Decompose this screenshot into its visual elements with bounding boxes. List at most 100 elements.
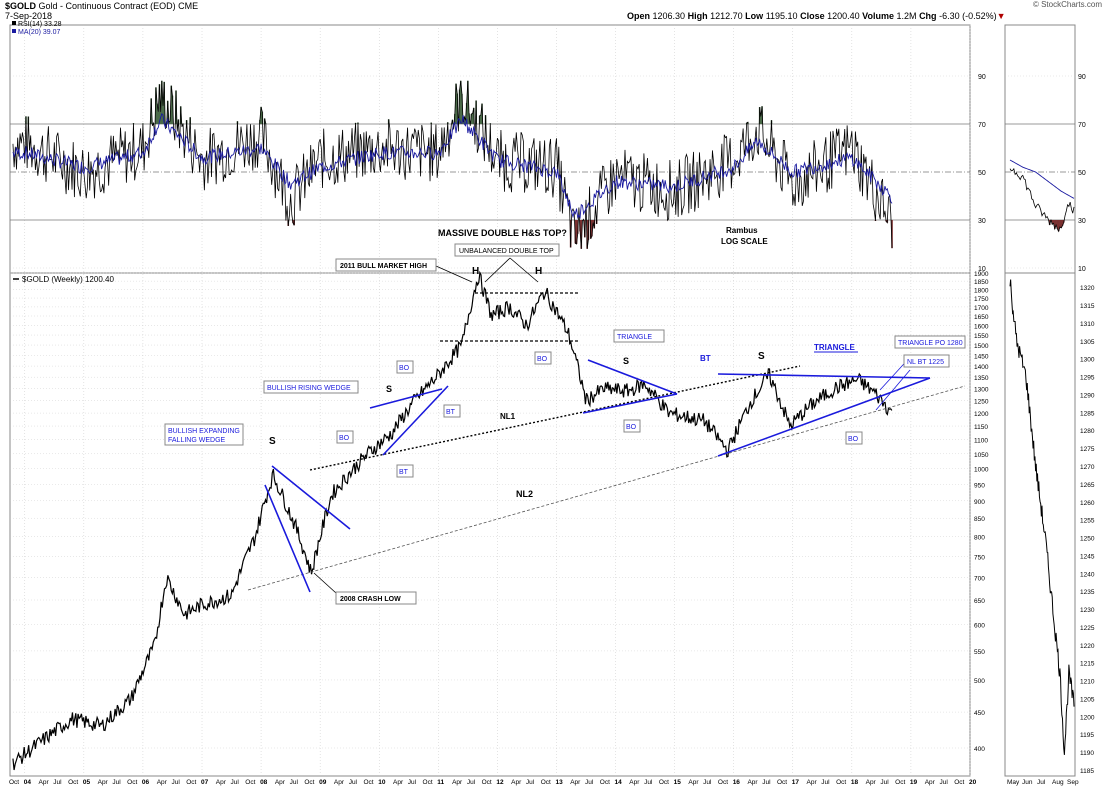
inset-price-tick-label: 1225 xyxy=(1080,625,1095,632)
bt-label-1: BT xyxy=(446,409,456,416)
crash-low-box xyxy=(335,591,417,605)
time-tick-label: 14 xyxy=(615,779,623,786)
nlbt-box xyxy=(903,354,950,368)
price-tick-label: 1100 xyxy=(974,438,988,445)
time-tick-label: Jul xyxy=(703,779,712,786)
time-tick-label: Apr xyxy=(925,779,936,786)
price-tick-label: 1200 xyxy=(974,411,989,418)
price-tick-label: 750 xyxy=(974,554,985,561)
time-tick-label: Jul xyxy=(349,779,358,786)
price-tick-label: 650 xyxy=(974,598,985,605)
time-tick-label: 10 xyxy=(378,779,386,786)
inset-price-tick-label: 1315 xyxy=(1080,303,1095,310)
triangle-text-1: TRIANGLE xyxy=(617,334,652,341)
rsi-tick-label: 70 xyxy=(978,122,986,129)
time-tick-label: Jul xyxy=(408,779,417,786)
bull-high-box xyxy=(335,258,437,272)
low-value: 1195.10 xyxy=(765,11,798,21)
time-tick-label: Apr xyxy=(98,779,109,786)
ma-legend-swatch xyxy=(12,29,16,33)
time-tick-label: Apr xyxy=(688,779,699,786)
triangle1-lower xyxy=(582,393,678,414)
price-layer: 1900185018001750170016501600155015001450… xyxy=(9,270,989,786)
price-legend: $GOLD (Weekly) 1200.40 xyxy=(13,275,114,284)
inset-rsi-tick-label: 10 xyxy=(1078,266,1086,273)
bt-label-3: BT xyxy=(700,354,711,363)
time-tick-label: Jul xyxy=(939,779,948,786)
price-tick-label: 850 xyxy=(974,516,985,523)
shoulder-left-label: S xyxy=(269,436,276,447)
time-tick-label: Apr xyxy=(747,779,758,786)
nlbt-pointer xyxy=(875,369,911,411)
time-tick-label: Apr xyxy=(511,779,522,786)
time-tick-label: Oct xyxy=(954,779,964,786)
nl1-label: NL1 xyxy=(500,412,516,421)
time-tick-label: 15 xyxy=(674,779,682,786)
expanding-wedge-lower xyxy=(264,484,311,593)
time-tick-label: Jul xyxy=(585,779,594,786)
shoulder-mid-label: S xyxy=(386,384,392,394)
inset-price-tick-label: 1320 xyxy=(1080,285,1095,292)
grid-layer xyxy=(10,25,971,776)
inset-rsi-line xyxy=(1009,167,1075,233)
time-tick-label: 11 xyxy=(437,779,444,786)
inset-price-tick-label: 1310 xyxy=(1080,321,1095,328)
time-tick-label: 05 xyxy=(83,779,91,786)
price-tick-label: 1750 xyxy=(974,296,989,303)
volume-value: 1.2M xyxy=(896,11,917,21)
time-tick-label: Oct xyxy=(9,779,19,786)
rsi-ma-line xyxy=(12,113,893,220)
time-tick-label: Oct xyxy=(127,779,137,786)
time-tick-label: 17 xyxy=(792,779,800,786)
bo-label-2: BO xyxy=(399,365,410,372)
inset-price-tick-label: 1190 xyxy=(1080,750,1094,757)
inset-price-tick-label: 1265 xyxy=(1080,482,1095,489)
low-label: Low xyxy=(745,11,764,21)
head-left-label: H xyxy=(472,266,479,277)
double-top-text: UNBALANCED DOUBLE TOP xyxy=(459,248,554,255)
rambus-label: Rambus xyxy=(726,226,758,235)
inset-price-tick-label: 1255 xyxy=(1080,518,1095,525)
bo-box-4 xyxy=(623,419,641,433)
time-tick-label: Jul xyxy=(644,779,653,786)
double-top-pointer-1 xyxy=(484,257,511,283)
time-tick-label: Oct xyxy=(68,779,78,786)
time-tick-label: Oct xyxy=(895,779,905,786)
inset-rsi-tick-label: 30 xyxy=(1078,218,1086,225)
inset-rsi-ma-line xyxy=(1009,159,1075,199)
time-tick-label: Oct xyxy=(423,779,433,786)
crash-low-pointer xyxy=(313,572,337,594)
nl1-neckline xyxy=(309,365,801,471)
time-tick-label: Apr xyxy=(157,779,168,786)
time-tick-label: Jul xyxy=(53,779,62,786)
price-tick-label: 1000 xyxy=(974,467,989,474)
ma-legend-text: MA(20) 39.07 xyxy=(18,29,61,36)
high-pointer xyxy=(435,265,473,283)
bt-box-2 xyxy=(396,464,414,478)
expanding-wedge-text-1: BULLISH EXPANDING xyxy=(168,428,240,435)
time-tick-label: Oct xyxy=(541,779,551,786)
po-box xyxy=(894,335,966,349)
time-tick-label: Oct xyxy=(600,779,610,786)
time-tick-label: Oct xyxy=(836,779,846,786)
rsi-legend-swatch xyxy=(12,21,16,25)
bt-label-2: BT xyxy=(399,469,409,476)
inset-price-tick-label: 1245 xyxy=(1080,553,1095,560)
bo-label-3: BO xyxy=(537,356,548,363)
inset-rsi-frame xyxy=(1004,24,1076,274)
triangle2-lower xyxy=(717,377,931,457)
inset-time-tick-label: Jul xyxy=(1037,779,1046,786)
inset-price-tick-label: 1260 xyxy=(1080,500,1095,507)
time-tick-label: Apr xyxy=(334,779,345,786)
rsi-legend-text: RSI(14) 33.28 xyxy=(18,21,62,28)
bo-label-1: BO xyxy=(339,435,350,442)
price-tick-label: 1500 xyxy=(974,343,989,350)
inset-rsi-tick-label: 70 xyxy=(1078,122,1086,129)
chg-value: -6.30 (-0.52%) xyxy=(939,11,997,21)
rsi-tick-label: 30 xyxy=(978,218,986,225)
price-tick-label: 700 xyxy=(974,575,985,582)
time-tick-label: 12 xyxy=(496,779,504,786)
shoulder-right1-label: S xyxy=(623,356,629,366)
time-tick-label: Apr xyxy=(216,779,227,786)
